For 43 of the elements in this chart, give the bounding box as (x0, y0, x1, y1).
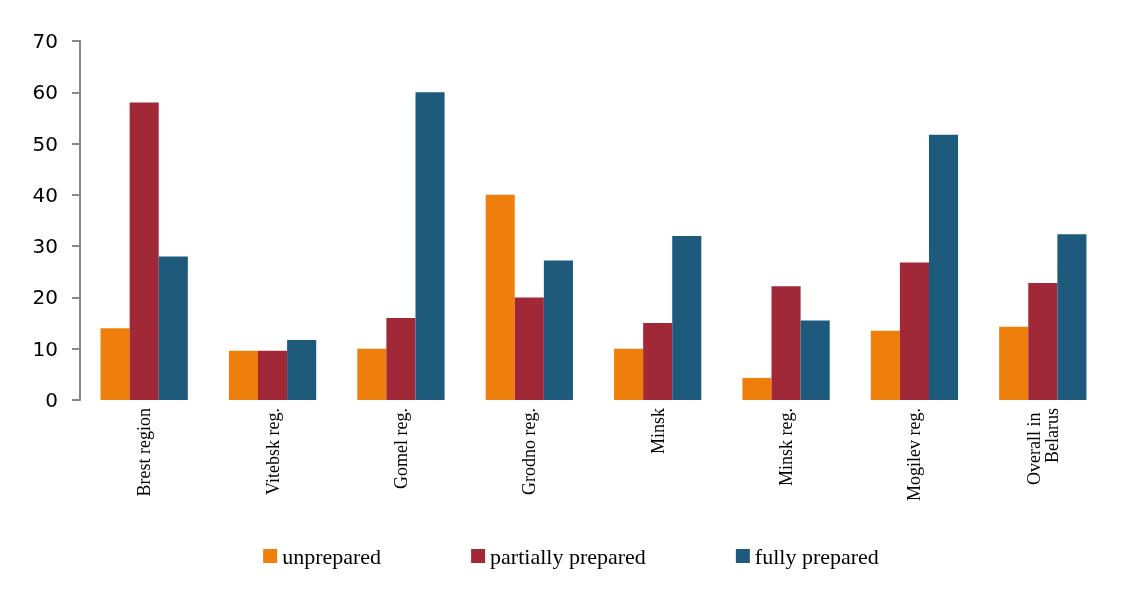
bar (543, 260, 573, 400)
bar (800, 320, 830, 400)
legend-label: partially prepared (490, 543, 646, 569)
x-tick-label: Brest region (134, 408, 155, 497)
bar (870, 330, 900, 400)
bar (485, 194, 515, 400)
x-tick-label: Mogilev reg. (904, 408, 925, 501)
bar (771, 286, 801, 400)
y-tick-label: 10 (32, 336, 58, 361)
y-tick-label: 20 (32, 285, 58, 310)
bar (614, 348, 644, 400)
x-tick-label: Minsk (647, 408, 668, 455)
x-tick-label: Gomel reg. (390, 408, 411, 489)
bar (258, 350, 288, 400)
bar (228, 350, 259, 400)
y-tick-label: 0 (45, 388, 58, 412)
bar (928, 134, 959, 400)
y-tick-label: 70 (32, 29, 58, 53)
bar (357, 348, 387, 400)
y-tick-label: 60 (32, 80, 58, 105)
bar (415, 92, 445, 400)
x-tick-label: Vitebsk reg. (262, 408, 283, 495)
bar (1028, 283, 1058, 400)
bar (1057, 234, 1087, 400)
bar (672, 235, 702, 400)
y-tick-label: 30 (32, 234, 58, 259)
bar (999, 326, 1029, 400)
bar (386, 317, 416, 400)
bar (899, 262, 929, 400)
x-tick-label: Overall in Belarus (1023, 408, 1062, 485)
legend-label: fully prepared (754, 543, 879, 569)
bar (514, 297, 544, 400)
bar (643, 323, 673, 400)
bar (158, 256, 188, 400)
x-tick-label: Grodno reg. (519, 408, 540, 495)
x-tick-label: Minsk reg. (776, 408, 797, 486)
legend-label: unprepared (282, 543, 382, 569)
bar (129, 102, 159, 400)
bar (100, 328, 130, 400)
y-tick-label: 50 (32, 131, 58, 156)
bar (742, 377, 772, 400)
bar (287, 340, 317, 400)
y-tick-label: 40 (32, 182, 58, 207)
